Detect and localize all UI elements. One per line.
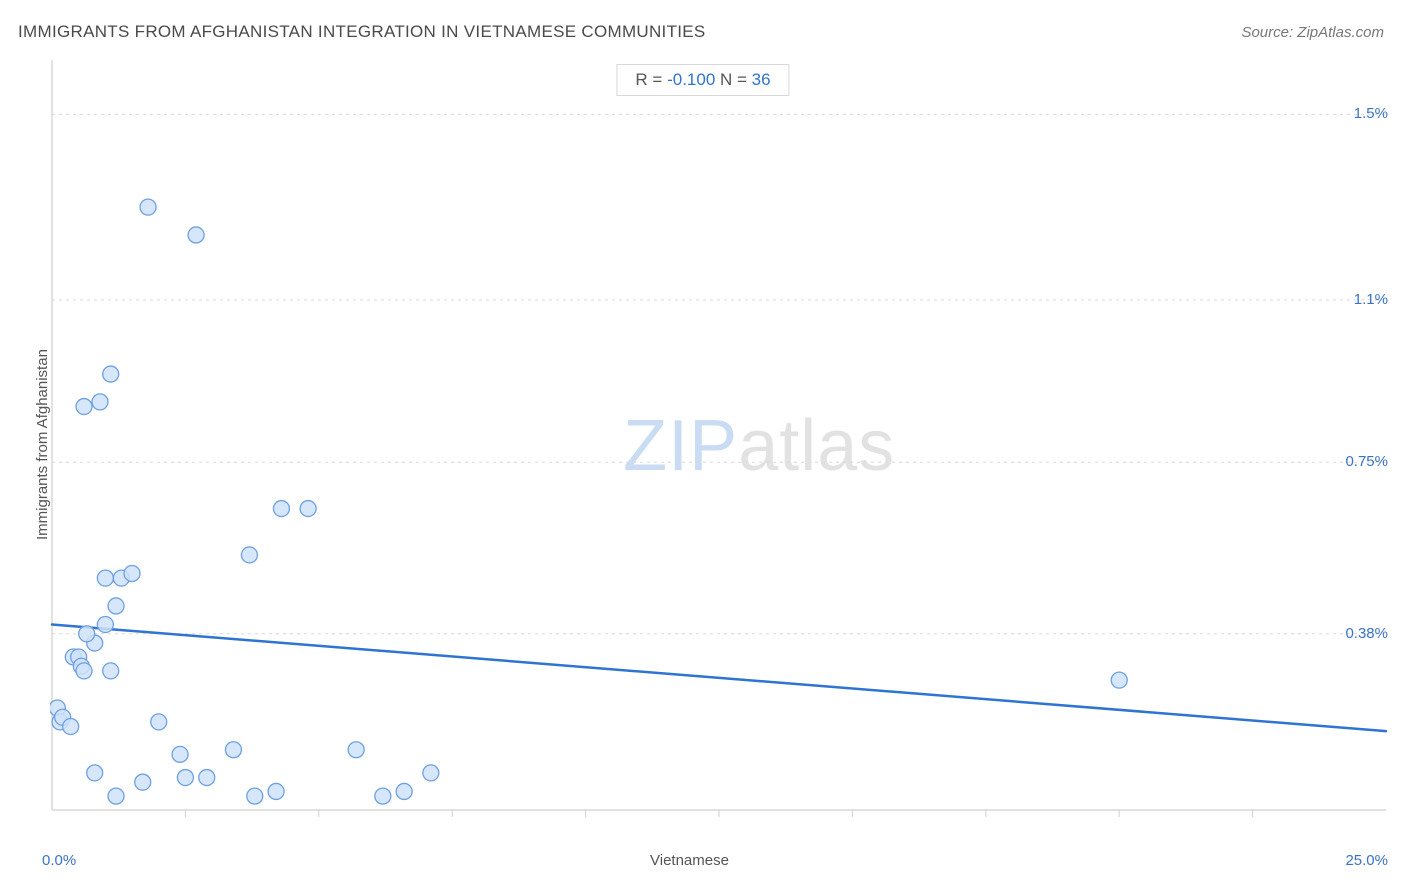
scatter-plot (50, 58, 1388, 840)
scatter-point (199, 770, 215, 786)
regression-line (52, 625, 1386, 732)
scatter-point (103, 366, 119, 382)
scatter-point (273, 501, 289, 517)
x-axis-label: Vietnamese (650, 852, 729, 869)
scatter-point (135, 774, 151, 790)
scatter-point (76, 663, 92, 679)
scatter-point (396, 783, 412, 799)
scatter-point (97, 570, 113, 586)
scatter-point (140, 199, 156, 215)
source-attribution: Source: ZipAtlas.com (1241, 24, 1384, 41)
y-tick-label: 1.1% (1354, 291, 1388, 308)
scatter-point (76, 399, 92, 415)
x-max-label: 25.0% (1345, 852, 1388, 869)
scatter-point (124, 565, 140, 581)
scatter-point (241, 547, 257, 563)
scatter-point (247, 788, 263, 804)
chart-title: IMMIGRANTS FROM AFGHANISTAN INTEGRATION … (18, 22, 706, 42)
y-axis-label: Immigrants from Afghanistan (34, 349, 51, 540)
scatter-point (108, 598, 124, 614)
scatter-point (108, 788, 124, 804)
scatter-point (172, 746, 188, 762)
y-tick-label: 0.75% (1345, 453, 1388, 470)
scatter-point (97, 617, 113, 633)
scatter-point (268, 783, 284, 799)
scatter-point (188, 227, 204, 243)
scatter-point (225, 742, 241, 758)
scatter-point (103, 663, 119, 679)
x-min-label: 0.0% (42, 852, 76, 869)
scatter-point (375, 788, 391, 804)
chart-svg (50, 58, 1388, 840)
scatter-point (63, 719, 79, 735)
y-tick-label: 1.5% (1354, 105, 1388, 122)
y-tick-label: 0.38% (1345, 625, 1388, 642)
scatter-point (300, 501, 316, 517)
scatter-point (177, 770, 193, 786)
scatter-point (79, 626, 95, 642)
scatter-point (348, 742, 364, 758)
scatter-point (1111, 672, 1127, 688)
scatter-point (423, 765, 439, 781)
scatter-point (87, 765, 103, 781)
scatter-point (92, 394, 108, 410)
scatter-point (151, 714, 167, 730)
